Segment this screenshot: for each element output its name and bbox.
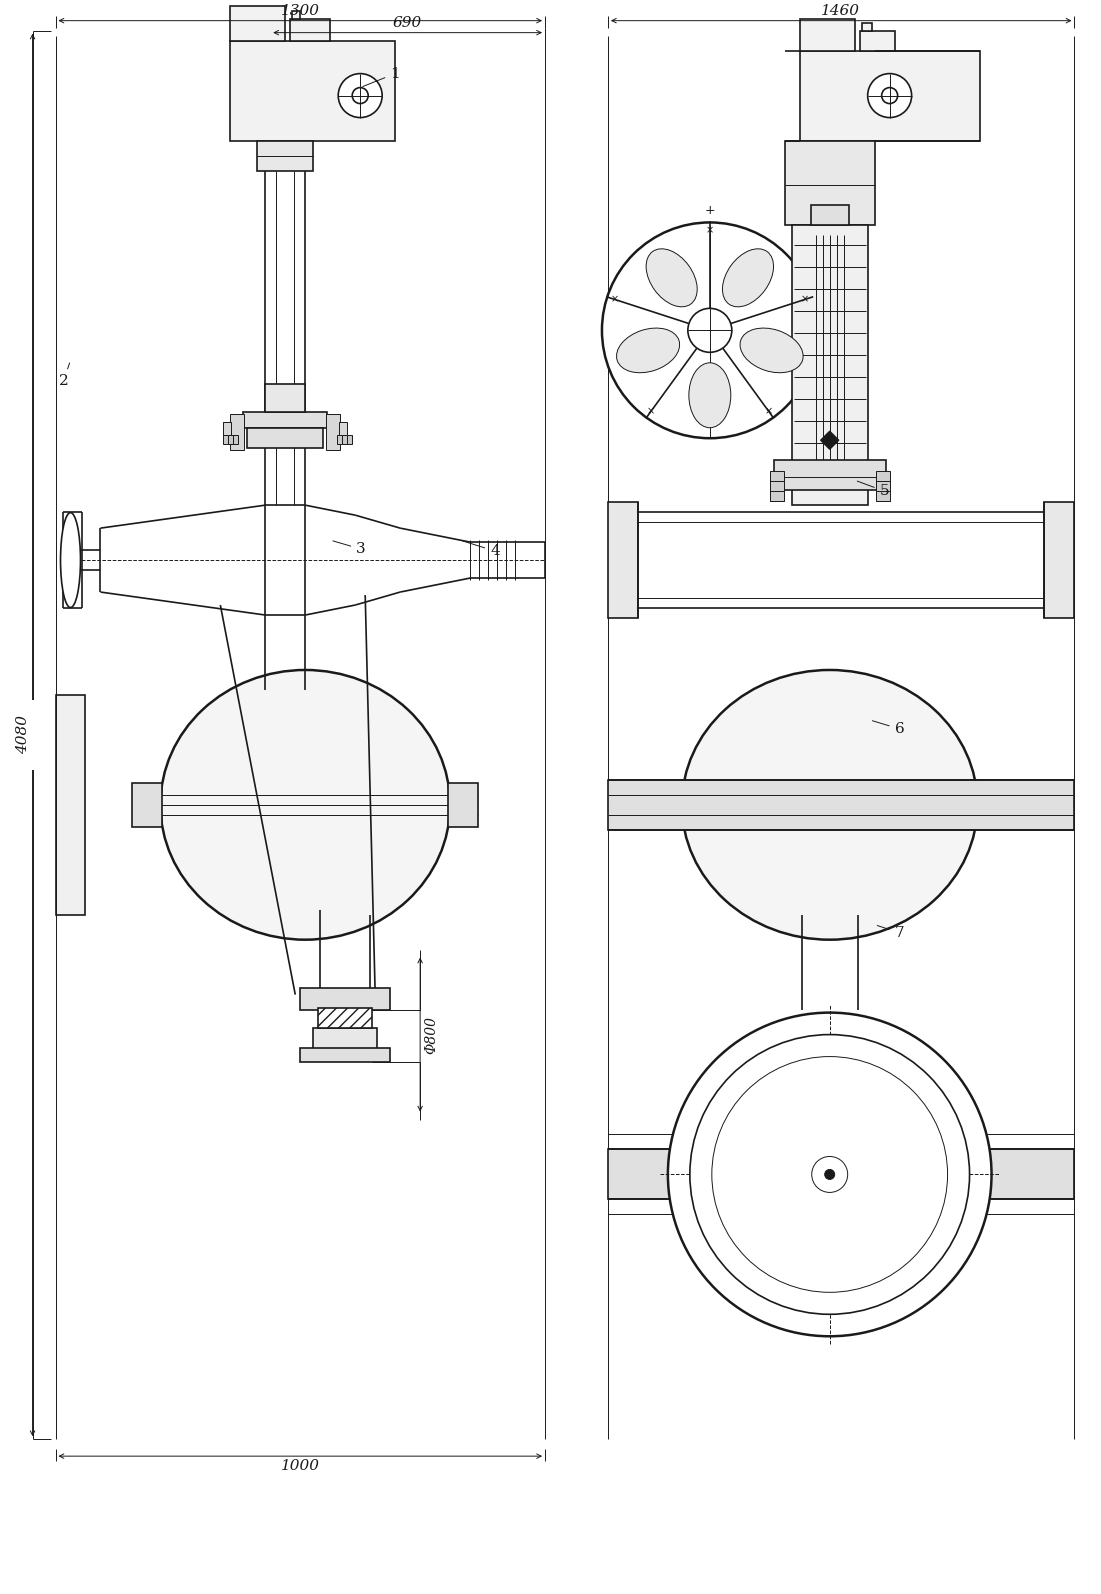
Ellipse shape [740,328,803,373]
Bar [248,429,324,448]
Text: 4: 4 [462,540,500,558]
Text: 1460: 1460 [821,3,860,18]
Circle shape [352,88,368,104]
Circle shape [688,308,732,352]
Text: 6: 6 [872,720,904,736]
Bar [785,140,874,225]
Bar [799,19,854,51]
Bar [860,30,895,51]
Bar [799,51,980,140]
Text: 1000: 1000 [281,1459,319,1473]
Bar [258,140,314,171]
Bar [55,695,86,915]
Bar [810,206,849,225]
Ellipse shape [689,363,731,427]
Bar [228,435,233,445]
Bar [265,384,305,413]
Bar [224,422,231,442]
Text: ×: × [800,295,809,304]
Circle shape [811,1157,848,1192]
Text: ×: × [764,406,773,416]
Text: 5: 5 [858,481,890,499]
Text: 1: 1 [362,67,400,86]
Bar [792,225,868,505]
Text: +: + [705,204,716,217]
Text: 4080: 4080 [15,716,30,754]
Bar [224,435,228,445]
Bar [337,435,342,445]
Bar [339,422,347,442]
Bar [774,461,885,491]
Circle shape [602,223,818,438]
Bar [608,779,1075,830]
Ellipse shape [682,669,978,940]
Bar [230,40,395,140]
Bar [1045,502,1075,618]
Circle shape [668,1012,992,1336]
Circle shape [338,73,382,118]
Text: ×: × [706,225,713,236]
Ellipse shape [646,249,697,306]
Bar [230,414,244,450]
Bar [318,1007,372,1028]
Ellipse shape [161,669,450,940]
Bar [875,472,890,501]
Text: 2: 2 [58,363,69,389]
Circle shape [690,1035,970,1315]
Text: ×: × [611,295,619,304]
Bar [314,1028,378,1049]
Bar [608,502,637,618]
Circle shape [882,88,897,104]
Circle shape [825,1170,835,1180]
Text: 3: 3 [333,540,366,556]
Ellipse shape [61,513,80,607]
Bar [862,22,872,30]
Bar [770,472,784,501]
Text: Φ800: Φ800 [424,1015,438,1054]
Bar [291,19,330,40]
Bar [132,783,163,827]
Text: ×: × [647,406,655,416]
Circle shape [712,1057,948,1293]
Bar [243,413,327,429]
Bar [301,988,390,1009]
Bar [342,435,347,445]
Circle shape [868,73,912,118]
Bar [230,6,285,40]
Text: 7: 7 [877,926,904,940]
Text: 1300: 1300 [281,3,319,18]
Ellipse shape [617,328,679,373]
Bar [292,11,301,19]
Bar [326,414,340,450]
Bar [301,1047,390,1062]
Text: 690: 690 [393,16,422,30]
Bar [233,435,238,445]
Bar [448,783,478,827]
Ellipse shape [722,249,774,306]
Bar [347,435,352,445]
Bar [608,1149,1075,1199]
Polygon shape [820,432,839,450]
